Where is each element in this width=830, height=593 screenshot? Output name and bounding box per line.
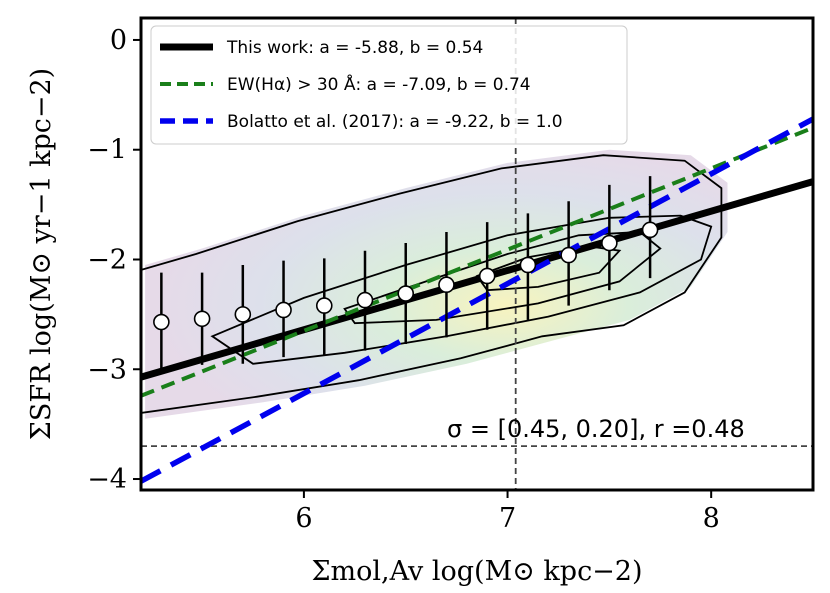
- data-point: [641, 221, 659, 239]
- legend-label-1: EW(Hα) > 30 Å: a = -7.09, b = 0.74: [227, 73, 531, 95]
- y-tick-label: −4: [87, 464, 127, 495]
- legend-label-0: This work: a = -5.88, b = 0.54: [226, 38, 483, 58]
- y-tick-label: −2: [87, 244, 127, 275]
- data-point: [478, 267, 496, 285]
- data-point: [397, 285, 415, 302]
- fit-line-0: [141, 178, 813, 381]
- stats-annotation: σ = [0.45, 0.20], r =0.48: [447, 415, 745, 443]
- data-point: [560, 246, 577, 264]
- plot-frame: [139, 16, 815, 492]
- x-axis: 6 7 8: [295, 490, 720, 534]
- data-point: [601, 234, 618, 252]
- y-tick-label: 0: [110, 25, 127, 56]
- density-cloud: [145, 149, 728, 419]
- y-axis: 0 −1 −2 −3 −4: [87, 25, 141, 495]
- contour-level-2: [343, 231, 662, 325]
- legend: This work: a = -5.88, b = 0.54 EW(Hα) > 3…: [150, 25, 628, 145]
- density-contours: [141, 154, 723, 414]
- legend-box: [150, 25, 628, 145]
- data-point: [153, 313, 170, 331]
- y-axis-label: ΣSFR log(M⊙ yr−1 kpc−2): [26, 68, 57, 440]
- data-point: [356, 291, 374, 309]
- contour-level-0: [141, 154, 723, 414]
- y-tick-label: −3: [87, 354, 127, 385]
- data-point: [193, 310, 211, 328]
- x-axis-label: Σmol,Av log(M⊙ kpc−2): [311, 556, 642, 587]
- data-point: [438, 276, 455, 294]
- fit-line-2: [141, 116, 813, 484]
- data-point: [519, 256, 537, 274]
- x-tick-label: 8: [703, 503, 720, 534]
- fit-line-1: [141, 125, 813, 398]
- x-tick-label: 7: [499, 503, 516, 534]
- y-tick-label: −1: [87, 135, 127, 166]
- fit-lines: [141, 116, 813, 484]
- contour-level-1: [210, 214, 713, 365]
- data-point: [234, 306, 252, 323]
- legend-label-2: Bolatto et al. (2017): a = -9.22, b = 1.…: [227, 112, 563, 132]
- data-point: [315, 297, 333, 314]
- x-tick-label: 6: [295, 503, 312, 534]
- data-point: [275, 301, 292, 319]
- binned-errorbars: [153, 176, 659, 372]
